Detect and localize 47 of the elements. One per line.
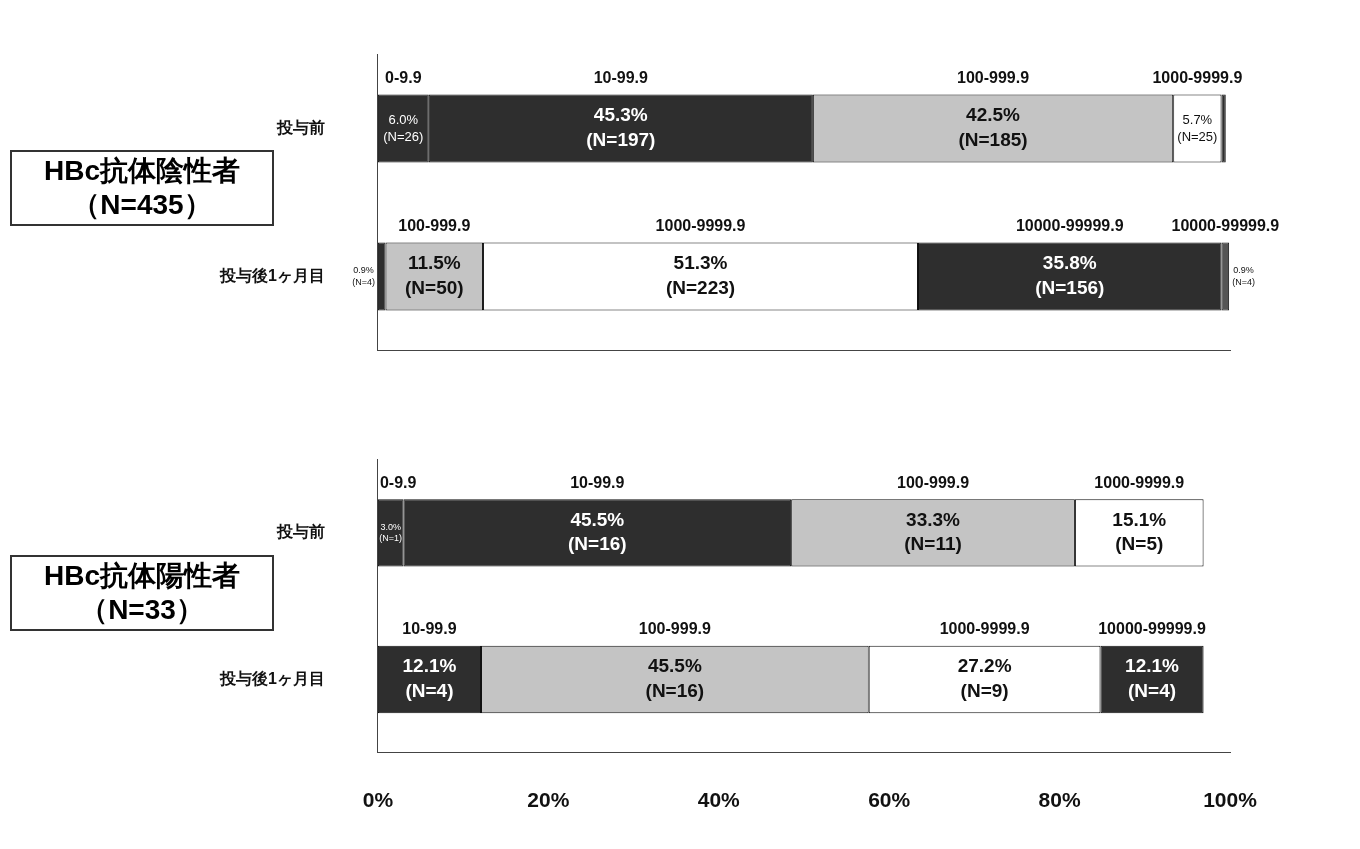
data-label: 15.1% (N=5) <box>1112 508 1167 555</box>
data-label: 45.3% (N=197) <box>586 104 656 151</box>
x-tick-label: 40% <box>697 788 741 812</box>
x-tick-label: 60% <box>868 788 911 812</box>
data-label: 0.9% (N=4) <box>352 265 375 287</box>
text: HBc抗体陰性者 <box>43 154 241 188</box>
annotation: 0-9.9 <box>385 68 422 86</box>
annotation: 1000-9999.9 <box>1094 473 1185 491</box>
y-tick-label: 投与前 <box>275 523 325 541</box>
data-label: 51.3% (N=223) <box>665 252 736 299</box>
annotation: 100-999.9 <box>956 68 1030 86</box>
data-label: 35.8% (N=156) <box>1035 252 1105 299</box>
annotation: 10-99.9 <box>402 620 457 638</box>
y-tick-label: 投与後1ヶ月目 <box>218 266 325 284</box>
data-label: 33.3% (N=11) <box>904 508 962 555</box>
annotation: 1000-9999.9 <box>1152 68 1243 86</box>
text: （N=33） <box>79 593 205 627</box>
data-label: 11.5% (N=50) <box>404 252 464 299</box>
text: （N=435） <box>71 188 213 222</box>
x-tick-label: 100% <box>1203 788 1258 812</box>
data-label: 12.1% (N=4) <box>1125 655 1180 702</box>
data-label: 6.0% (N=26) <box>383 111 424 144</box>
annotation: 10000-99999.9 <box>1171 216 1280 234</box>
data-label: 45.5% (N=16) <box>568 508 627 555</box>
x-tick-label: 20% <box>527 788 570 812</box>
annotation: 1000-9999.9 <box>655 216 746 234</box>
x-tick-label: 80% <box>1038 788 1081 812</box>
data-label: 42.5% (N=185) <box>958 104 1028 151</box>
data-label: 3.0% (N=1) <box>379 521 403 544</box>
annotation: 10-99.9 <box>593 68 649 86</box>
data-label: 45.5% (N=16) <box>645 655 705 702</box>
annotation: 10-99.9 <box>570 473 625 491</box>
annotation: 100-999.9 <box>897 473 970 491</box>
annotation: 0-9.9 <box>379 473 417 491</box>
text: HBc抗体陽性者 <box>43 559 241 593</box>
data-label: 0.9% (N=4) <box>1232 265 1255 287</box>
annotation: 10000-99999.9 <box>1015 216 1124 234</box>
annotation: 10000-99999.9 <box>1098 620 1206 638</box>
annotation: 100-999.9 <box>398 216 471 234</box>
data-label: 12.1% (N=4) <box>402 655 457 702</box>
x-tick-label: 0% <box>362 788 394 812</box>
y-tick-label: 投与後1ヶ月目 <box>218 669 325 687</box>
y-tick-label: 投与前 <box>275 118 325 136</box>
data-label: 5.7% (N=25) <box>1177 111 1218 144</box>
annotation: 100-999.9 <box>638 620 711 638</box>
data-label: 27.2% (N=9) <box>957 655 1012 702</box>
annotation: 1000-9999.9 <box>939 620 1030 638</box>
